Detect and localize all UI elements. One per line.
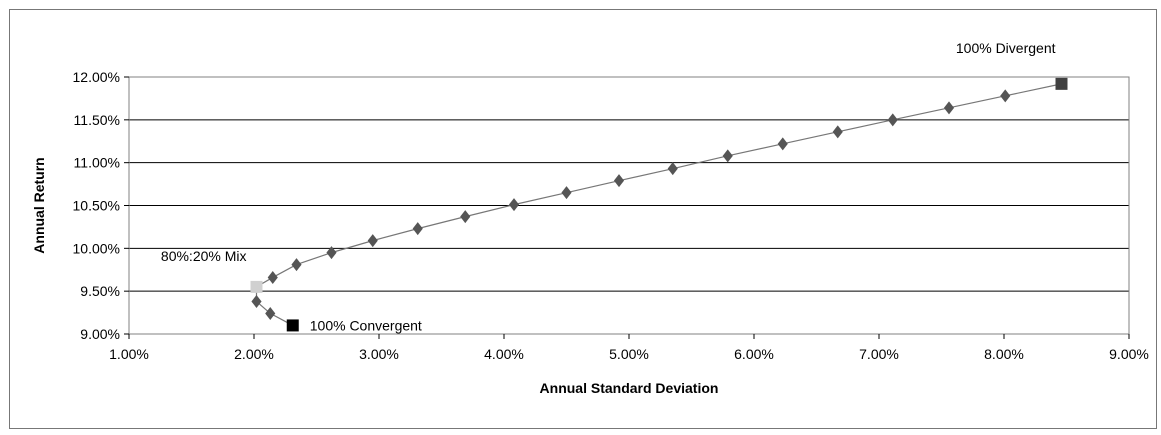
data-point-diamond — [267, 270, 278, 284]
data-point-diamond — [251, 294, 262, 308]
data-point-diamond — [777, 137, 788, 151]
y-axis-title: Annual Return — [31, 157, 47, 253]
y-axis-ticks: 9.00% 9.50% 10.00% 10.50% 11.00% 11.50% 12.00% — [73, 69, 129, 342]
special-point-square — [250, 280, 263, 293]
data-point-diamond — [943, 101, 955, 115]
data-point-diamond — [291, 258, 302, 272]
y-tick-label: 10.50% — [73, 198, 120, 214]
data-point-diamond — [667, 162, 678, 176]
x-tick-label: 5.00% — [609, 346, 649, 362]
data-point-diamond — [460, 210, 471, 224]
x-axis-title: Annual Standard Deviation — [540, 380, 719, 396]
x-tick-label: 6.00% — [734, 346, 774, 362]
x-tick-label: 2.00% — [234, 346, 274, 362]
x-axis-ticks: 1.00% 2.00% 3.00% 4.00% 5.00% 6.00% 7.00% 8.00%… — [109, 334, 1149, 362]
special-points: 100% Divergent 80%:20% Mix 100% Convergent — [161, 40, 1068, 333]
data-point-diamond — [412, 222, 423, 236]
point-annotation: 100% Divergent — [956, 40, 1056, 56]
special-point-square — [1055, 77, 1068, 90]
special-point-square — [286, 319, 299, 332]
data-point-diamond — [561, 186, 572, 200]
y-tick-label: 9.00% — [80, 326, 120, 342]
y-tick-label: 10.00% — [73, 240, 120, 256]
chart-frame: 100% Divergent 80%:20% Mix 100% Convergent… — [9, 9, 1157, 429]
data-point-diamond — [613, 174, 625, 188]
x-tick-label: 3.00% — [359, 346, 399, 362]
y-tick-label: 11.00% — [74, 155, 120, 171]
y-tick-label: 12.00% — [73, 69, 120, 85]
data-point-diamond — [887, 113, 898, 127]
data-point-diamond — [508, 198, 520, 212]
x-tick-label: 1.00% — [109, 346, 149, 362]
y-tick-label: 11.50% — [74, 112, 120, 128]
efficient-frontier-chart: 100% Divergent 80%:20% Mix 100% Convergent… — [31, 40, 1149, 396]
y-tick-label: 9.50% — [80, 283, 120, 299]
x-tick-label: 4.00% — [484, 346, 524, 362]
data-point-diamond — [722, 149, 733, 163]
gridlines — [129, 76, 1129, 335]
data-point-diamond — [367, 234, 378, 248]
x-tick-label: 8.00% — [984, 346, 1024, 362]
point-annotation: 100% Convergent — [310, 317, 422, 333]
data-point-diamond — [265, 306, 276, 320]
point-annotation: 80%:20% Mix — [161, 248, 247, 264]
x-tick-label: 7.00% — [859, 346, 899, 362]
data-markers — [251, 89, 1011, 320]
data-point-diamond — [1000, 89, 1011, 103]
data-point-diamond — [832, 125, 843, 139]
data-point-diamond — [326, 246, 337, 260]
x-tick-label: 9.00% — [1109, 346, 1149, 362]
